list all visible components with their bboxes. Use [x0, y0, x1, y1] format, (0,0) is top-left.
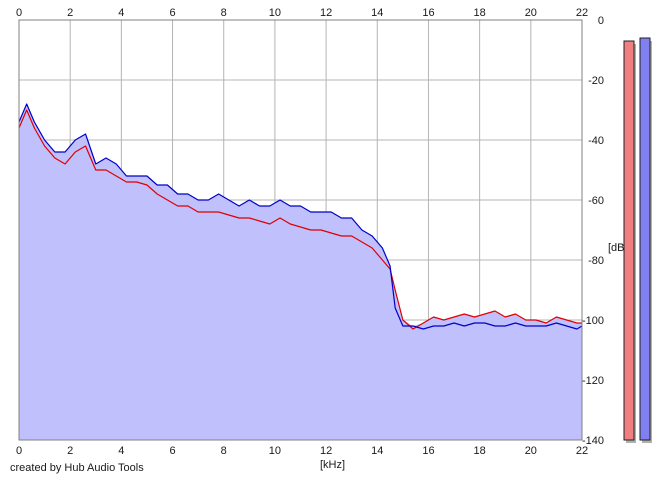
series-line-red [18, 109, 582, 330]
credit-text: created by Hub Audio Tools [10, 462, 144, 474]
level-meters [623, 37, 652, 443]
x-tick-label: 20 [525, 7, 537, 19]
x-tick-label: 6 [169, 7, 175, 19]
x-tick-label: 20 [525, 445, 537, 457]
x-tick-label: 18 [474, 445, 486, 457]
x-tick-label: 0 [16, 445, 22, 457]
y-tick-label: -120 [582, 375, 604, 387]
y-tick-label: -40 [588, 135, 604, 147]
x-tick-label: 18 [474, 7, 486, 19]
y-tick-label: -100 [582, 315, 604, 327]
y-unit-label: [dB] [608, 242, 628, 254]
x-tick-label: 12 [320, 445, 332, 457]
level-meter-left [623, 40, 635, 441]
y-tick-label: 0 [598, 15, 604, 27]
x-tick-label: 2 [67, 445, 73, 457]
x-tick-label: 14 [371, 445, 383, 457]
x-tick-label: 22 [576, 445, 588, 457]
y-tick-label: -20 [588, 75, 604, 87]
x-tick-label: 6 [169, 445, 175, 457]
x-tick-labels-top: 0 2 4 6 8 10 12 14 16 18 20 22 [16, 7, 588, 19]
x-tick-label: 14 [371, 7, 383, 19]
x-unit-label: [kHz] [320, 459, 345, 471]
x-tick-label: 16 [422, 445, 434, 457]
y-tick-label: -60 [588, 195, 604, 207]
x-tick-label: 8 [221, 445, 227, 457]
spectrum-area [19, 104, 582, 440]
series-line-blue [18, 103, 583, 330]
x-tick-labels-bottom: 0 2 4 6 8 10 12 14 16 18 20 22 [16, 445, 588, 457]
y-tick-labels: 0 -20 -40 -60 -80 -100 -120 -140 [582, 15, 604, 447]
level-meter-right [639, 37, 651, 441]
y-tick-label: -140 [582, 435, 604, 447]
x-tick-label: 10 [269, 445, 281, 457]
x-tick-label: 16 [422, 7, 434, 19]
spectrum-lines [18, 103, 583, 330]
x-tick-label: 0 [16, 7, 22, 19]
spectrum-fill [19, 104, 582, 440]
x-tick-label: 4 [118, 7, 124, 19]
plot-border [18, 19, 583, 441]
plot-frame [18, 19, 583, 441]
x-tick-label: 12 [320, 7, 332, 19]
x-tick-label: 8 [221, 7, 227, 19]
x-tick-label: 22 [576, 7, 588, 19]
x-tick-label: 2 [67, 7, 73, 19]
x-tick-label: 4 [118, 445, 124, 457]
y-tick-label: -80 [588, 255, 604, 267]
x-tick-label: 10 [269, 7, 281, 19]
